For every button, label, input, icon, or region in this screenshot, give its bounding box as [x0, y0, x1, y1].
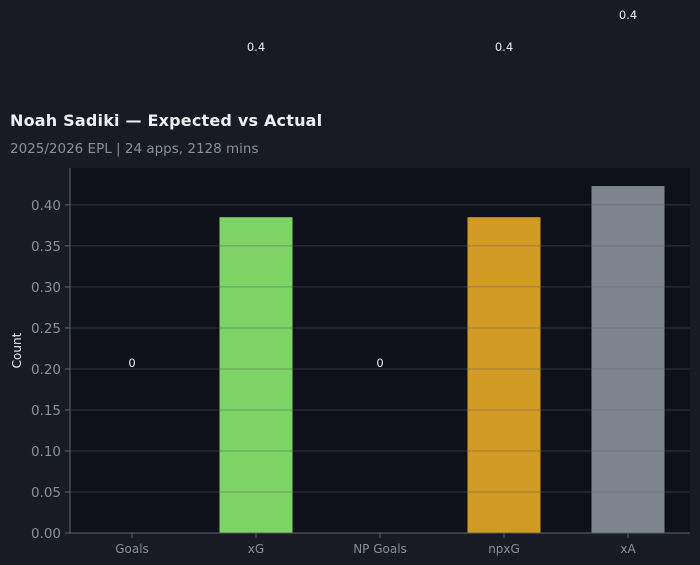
- chart-subtitle: 2025/2026 EPL | 24 apps, 2128 mins: [10, 141, 259, 157]
- data-label: 0.4: [247, 40, 265, 54]
- y-tick-label: 0.35: [31, 239, 61, 255]
- bar-npxg: [467, 217, 541, 533]
- y-axis-label: Count: [10, 332, 24, 368]
- y-tick-label: 0.15: [31, 403, 61, 419]
- chart-title: Noah Sadiki — Expected vs Actual: [10, 111, 323, 130]
- data-label: 0.4: [495, 40, 513, 54]
- data-label: 0: [128, 356, 135, 370]
- bar-xg: [219, 217, 293, 533]
- y-tick-label: 0.30: [31, 280, 61, 296]
- x-tick-label: xG: [248, 542, 264, 556]
- y-tick-label: 0.05: [31, 485, 61, 501]
- plot-area: [70, 168, 690, 533]
- y-tick-label: 0.20: [31, 362, 61, 378]
- x-tick-label: NP Goals: [353, 542, 407, 556]
- y-tick-label: 0.25: [31, 321, 61, 337]
- y-tick-label: 0.10: [31, 444, 61, 460]
- y-tick-label: 0.40: [31, 198, 61, 214]
- x-tick-label: xA: [620, 542, 636, 556]
- x-tick-label: Goals: [115, 542, 149, 556]
- y-tick-label: 0.00: [31, 526, 61, 542]
- data-label: 0: [376, 356, 383, 370]
- x-tick-label: npxG: [488, 542, 520, 556]
- data-label: 0.4: [619, 8, 637, 22]
- bar-xa: [591, 186, 665, 534]
